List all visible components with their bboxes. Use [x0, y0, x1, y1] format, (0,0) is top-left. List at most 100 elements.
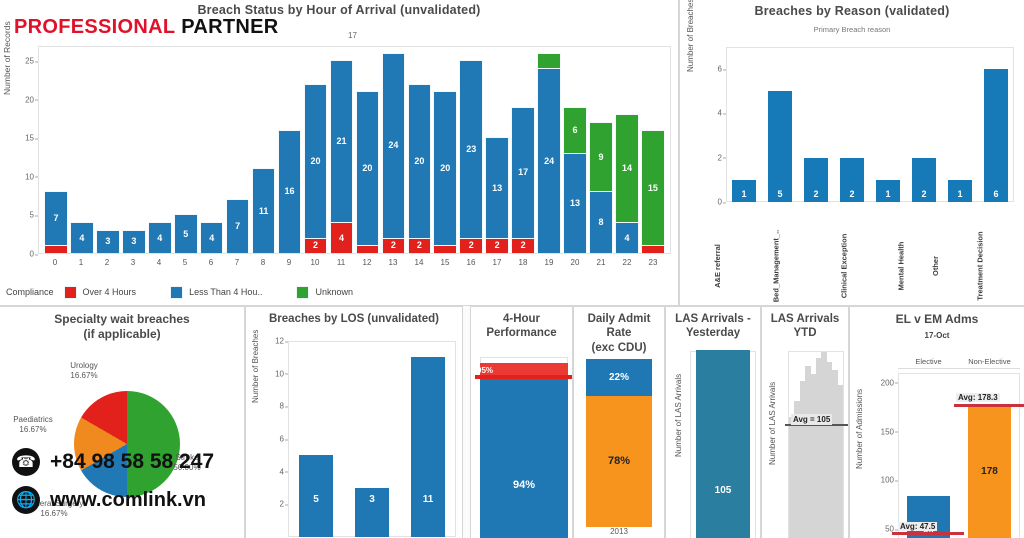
los-y-axis: 2 4 6 8 10 12 [246, 337, 289, 537]
pie-label-paediatrics-value: 16.67% [19, 425, 47, 434]
las-ytd-y-axis-label: Number of LAS Arrivals [768, 381, 777, 465]
specialty-title-line2: (if applicable) [83, 327, 161, 341]
reason-bar-column[interactable]: 5 [762, 47, 798, 202]
hour-bar-segment: 9 [589, 122, 613, 192]
el-em-col-elective: Elective [915, 357, 942, 366]
hour-bar-column[interactable]: 4 [70, 47, 94, 253]
el-em-bar-column[interactable]: 84 [898, 373, 959, 538]
hour-bar-segment: 21 [329, 60, 354, 223]
legend-swatch [170, 285, 184, 299]
hour-bar-column[interactable]: 17 2 [511, 47, 535, 253]
hour-bar-segment: 20 [433, 91, 458, 246]
reason-x-label: A&E referral [713, 205, 770, 301]
legend-item[interactable]: Unknown [296, 285, 353, 299]
specialty-title-line1: Specialty wait breaches [54, 312, 190, 326]
hour-bar-column[interactable]: 24 2 [381, 47, 406, 253]
reason-bar-column[interactable]: 2 [834, 47, 870, 202]
hour-bar-column[interactable]: 13 2 [485, 47, 509, 253]
el-em-bar-column[interactable]: 178 [959, 373, 1020, 538]
hour-bar-column[interactable]: 23 2 [459, 47, 484, 253]
hour-bar-column[interactable]: 20 2 [407, 47, 432, 253]
hour-bar-segment: 2 [303, 237, 328, 253]
pie-label-stroke-value: 50.00% [173, 463, 201, 472]
hour-bar-segment: 7 [225, 199, 250, 253]
x-tick: 21 [596, 258, 606, 267]
breaches-by-reason-y-axis: 0 2 4 6 [680, 47, 727, 207]
los-bar-column[interactable]: 3 [344, 341, 400, 537]
el-em-bar: 178 [967, 404, 1012, 538]
x-tick: 0 [52, 258, 58, 267]
hour-bar-segment [641, 245, 665, 253]
hour-bar-column[interactable]: 3 [96, 47, 120, 253]
ytd-spark-column [837, 385, 844, 538]
pie-label-urology-name: Urology [70, 361, 98, 370]
hour-bar-column[interactable]: 7 [225, 47, 250, 253]
hour-bar-column[interactable]: 24 [537, 47, 561, 253]
legend-item[interactable]: Over 4 Hours [63, 285, 136, 299]
reason-bar-column[interactable]: 2 [906, 47, 942, 202]
specialty-title: Specialty wait breaches (if applicable) [0, 307, 244, 342]
x-tick: 11 [336, 258, 346, 267]
hour-bar-column[interactable]: 7 [44, 47, 68, 253]
y-tick: 6 [717, 64, 727, 74]
hour-bar-segment: 2 [459, 237, 484, 253]
hour-bar-column[interactable]: 5 [173, 47, 198, 253]
panel-el-v-em-admissions: EL v EM Adms 17-Oct Elective Non-Electiv… [849, 306, 1024, 538]
hour-bar-segment: 3 [96, 229, 120, 253]
y-tick: 50 [885, 524, 898, 534]
hour-bar-column[interactable]: 6 13 [563, 47, 587, 253]
el-em-average-label-elective: Avg: 47.5 [898, 521, 938, 531]
y-tick: 4 [717, 108, 727, 118]
hour-bar-segment: 17 [511, 106, 535, 238]
breach-status-title: Breach Status by Hour of Arrival (unvali… [197, 3, 481, 17]
hour-bar-segment: 11 [251, 168, 276, 253]
ytd-spark-column [794, 400, 800, 538]
x-tick: 12 [362, 258, 372, 267]
y-tick: 100 [880, 475, 899, 485]
x-tick: 23 [648, 258, 658, 267]
reason-bar-column[interactable]: 2 [798, 47, 834, 202]
los-bar-column[interactable]: 5 [288, 341, 344, 537]
los-bar-column[interactable]: 11 [400, 341, 456, 537]
reason-bar: 5 [768, 91, 792, 202]
reason-bar-column[interactable]: 1 [726, 47, 762, 202]
admit-stacked-bar: 22% 78% [586, 359, 652, 527]
x-tick: 18 [518, 258, 528, 267]
hour-bar-column[interactable]: 3 [122, 47, 146, 253]
legend-label: Less Than 4 Hou.. [189, 287, 263, 297]
watermark-brand: PROFESSIONAL PARTNER [14, 16, 279, 39]
panel-specialty-wait-breaches: Specialty wait breaches (if applicable) … [0, 306, 245, 538]
y-tick: 150 [880, 427, 899, 437]
pie-label-urology-value: 16.67% [70, 371, 98, 380]
ytd-spark-column [816, 357, 822, 538]
hour-bar-column[interactable]: 15 [641, 47, 665, 253]
reason-x-label-text: Bed_Management_.. [771, 229, 781, 303]
legend-label: Unknown [315, 287, 353, 297]
y-tick: 0 [29, 249, 39, 259]
las-ytd-title-line2: YTD [793, 327, 817, 340]
reason-bar-column[interactable]: 1 [942, 47, 978, 202]
hour-bar-column[interactable]: 21 4 [329, 47, 354, 253]
watermark-website: 🌐 www.comlink.vn [12, 486, 206, 514]
performance-target-band [480, 363, 568, 377]
ytd-spark-column [810, 373, 817, 538]
performance-title: 4-Hour Performance [471, 307, 572, 341]
hour-bar-column[interactable]: 20 [433, 47, 458, 253]
reason-bar-column[interactable]: 1 [870, 47, 906, 202]
hour-bar-column[interactable]: 4 [199, 47, 224, 253]
hour-bar-column[interactable]: 16 [277, 47, 302, 253]
hour-bar-column[interactable]: 4 [148, 47, 172, 253]
watermark-website-text: www.comlink.vn [50, 488, 206, 511]
hour-bar-column[interactable]: 14 4 [615, 47, 639, 253]
hour-bar-column[interactable]: 20 [355, 47, 380, 253]
el-em-y-axis: 50 100 150 200 [850, 373, 899, 538]
x-tick: 14 [414, 258, 424, 267]
hour-bar-column[interactable]: 20 2 [303, 47, 328, 253]
legend-item[interactable]: Less Than 4 Hou.. [170, 285, 263, 299]
hour-bar-column[interactable]: 11 [251, 47, 276, 253]
specialty-pie-wrapper: Urology 16.67% Paediatrics 16.67% Genera… [0, 359, 244, 538]
hour-bar-segment: 2 [407, 237, 432, 253]
reason-bar-column[interactable]: 6 [978, 47, 1014, 202]
